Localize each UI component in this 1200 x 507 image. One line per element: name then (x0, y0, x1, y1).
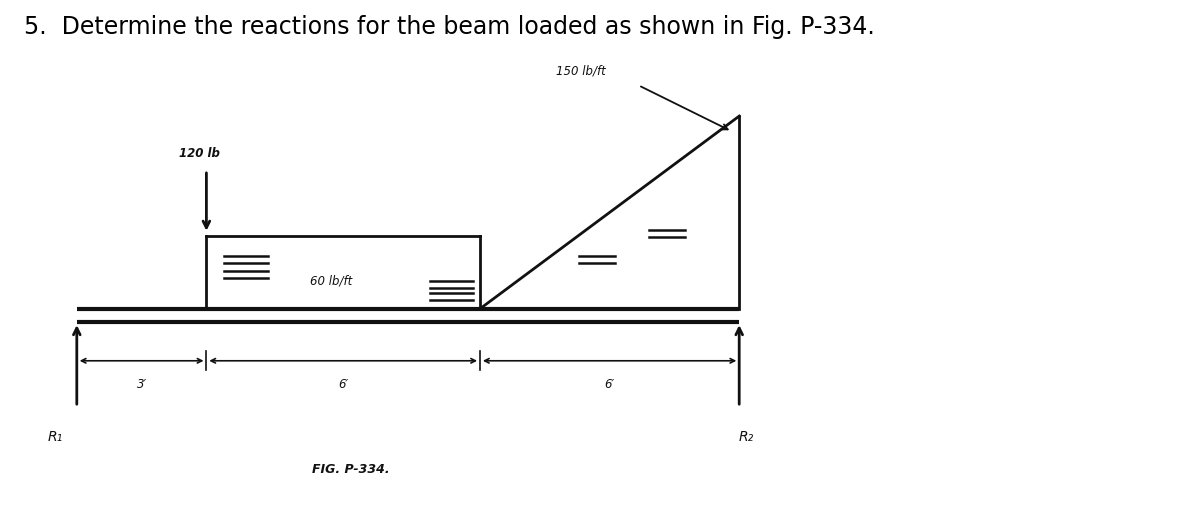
Text: 5.  Determine the reactions for the beam loaded as shown in Fig. P-334.: 5. Determine the reactions for the beam … (24, 15, 875, 39)
Text: 60 lb/ft: 60 lb/ft (311, 274, 353, 287)
Text: FIG. P-334.: FIG. P-334. (312, 463, 389, 477)
Text: 3′: 3′ (137, 378, 146, 391)
Text: R₂: R₂ (739, 430, 754, 444)
Text: 6′: 6′ (338, 378, 348, 391)
Text: 120 lb: 120 lb (179, 148, 220, 160)
Text: R₁: R₁ (48, 430, 62, 444)
Text: 6′: 6′ (605, 378, 614, 391)
Text: 150 lb/ft: 150 lb/ft (556, 64, 606, 78)
